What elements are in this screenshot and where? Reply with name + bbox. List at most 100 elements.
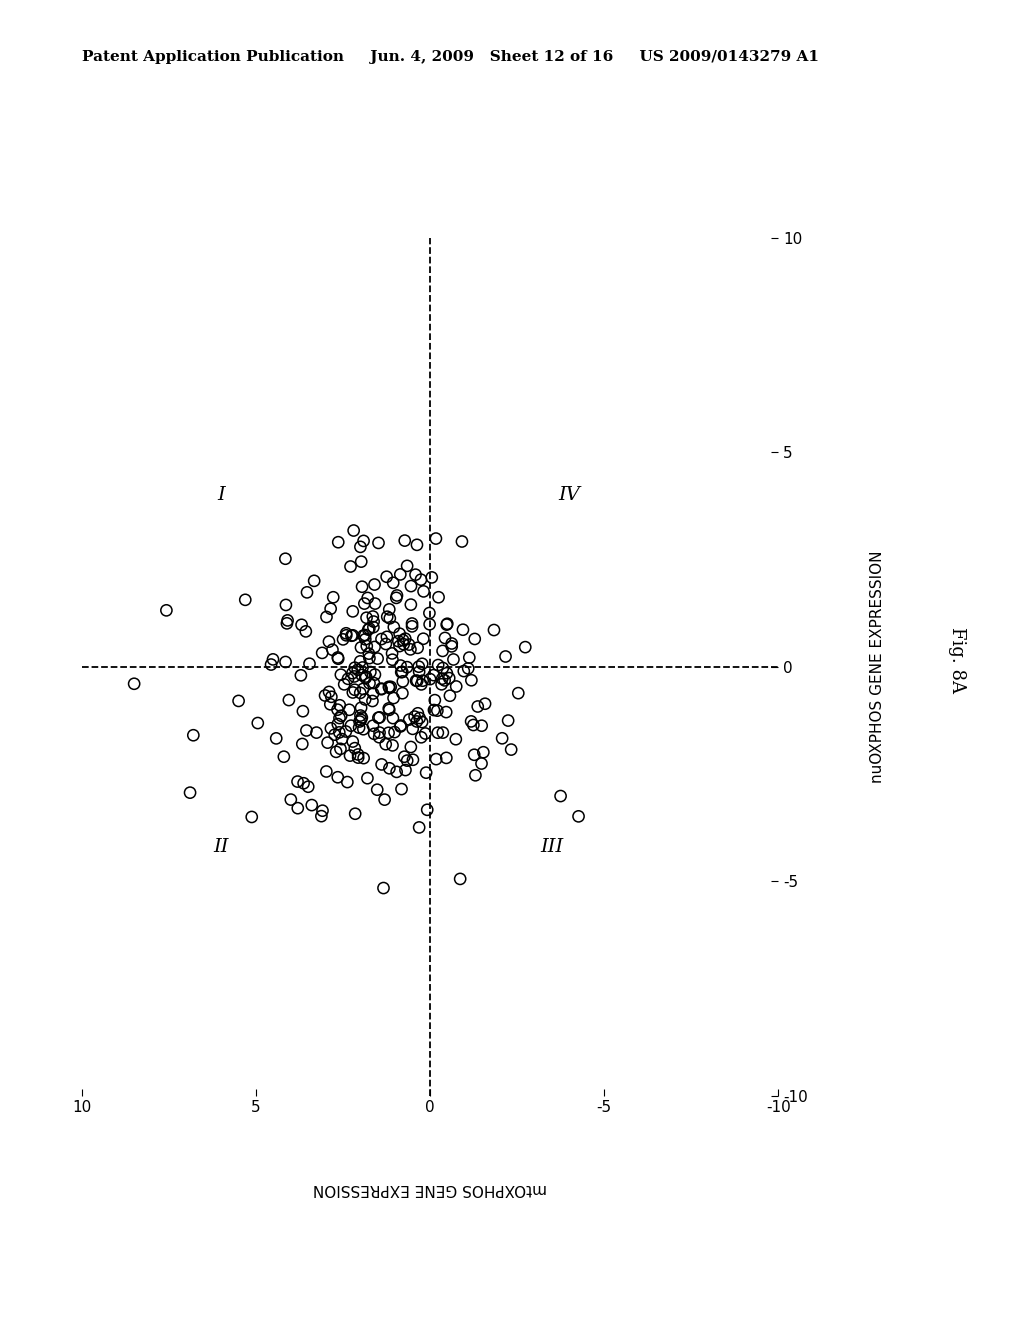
Point xyxy=(426,700,442,721)
Point xyxy=(335,628,351,649)
Point xyxy=(416,581,432,602)
Point xyxy=(386,722,402,743)
Point xyxy=(353,636,370,657)
Point xyxy=(470,696,486,717)
Point xyxy=(392,715,409,737)
Point xyxy=(346,680,362,701)
Point xyxy=(376,878,392,899)
Point xyxy=(298,620,314,642)
Point xyxy=(324,686,340,708)
Point xyxy=(428,748,444,770)
Point xyxy=(404,718,421,739)
Point xyxy=(346,738,362,759)
Point xyxy=(365,682,381,704)
Point xyxy=(503,739,519,760)
Point xyxy=(449,676,465,697)
Point xyxy=(410,702,426,723)
Point xyxy=(394,661,411,682)
Point xyxy=(268,727,285,748)
Point xyxy=(403,612,420,634)
Point xyxy=(321,631,337,652)
Point xyxy=(403,616,420,638)
Point xyxy=(455,619,471,640)
Point xyxy=(330,767,346,788)
Point xyxy=(351,717,368,738)
Point xyxy=(427,689,443,710)
Point xyxy=(327,725,343,746)
Point xyxy=(415,671,431,692)
Point xyxy=(424,566,440,587)
Point xyxy=(341,700,357,721)
Point xyxy=(349,659,366,680)
Point xyxy=(333,664,349,685)
Point xyxy=(456,660,472,681)
Point xyxy=(377,789,393,810)
Point xyxy=(354,576,371,597)
Point xyxy=(381,599,397,620)
Point xyxy=(408,671,424,692)
Point xyxy=(354,657,371,678)
Point xyxy=(361,648,378,669)
Point xyxy=(428,528,444,549)
Point xyxy=(413,673,429,694)
Point xyxy=(367,664,383,685)
Point xyxy=(350,744,367,766)
Point xyxy=(352,709,369,730)
Point xyxy=(399,750,416,771)
Point xyxy=(391,635,408,656)
Point xyxy=(388,587,404,609)
Point xyxy=(393,661,410,682)
Point xyxy=(293,665,309,686)
Point xyxy=(381,676,397,697)
Point xyxy=(381,700,397,721)
Point xyxy=(438,663,455,684)
Point xyxy=(494,727,510,748)
Point xyxy=(413,569,429,590)
Point xyxy=(330,648,346,669)
Point xyxy=(445,649,462,671)
Point xyxy=(467,628,483,649)
Point xyxy=(338,623,354,644)
Point xyxy=(438,701,455,722)
Point xyxy=(447,729,464,750)
Point xyxy=(407,706,423,727)
Point xyxy=(419,799,435,820)
Point xyxy=(385,573,401,594)
Point xyxy=(382,607,398,628)
Point xyxy=(343,715,359,737)
Point xyxy=(238,589,254,610)
Point xyxy=(298,719,314,741)
Point xyxy=(466,744,482,766)
Point xyxy=(344,663,360,684)
Point xyxy=(325,639,341,660)
Point xyxy=(510,682,526,704)
Point xyxy=(434,640,451,661)
Point xyxy=(415,628,431,649)
Point xyxy=(356,593,373,614)
Point xyxy=(321,681,337,702)
Point xyxy=(182,781,199,803)
Point xyxy=(384,735,400,756)
Point xyxy=(381,698,397,719)
Point xyxy=(275,746,292,767)
Text: III: III xyxy=(541,838,563,855)
Point xyxy=(314,800,331,821)
Point xyxy=(422,668,438,689)
Text: mtOXPHOS GENE EXPRESSION: mtOXPHOS GENE EXPRESSION xyxy=(313,1181,547,1196)
Point xyxy=(290,797,306,818)
Point xyxy=(439,614,456,635)
Point xyxy=(314,643,331,664)
Point xyxy=(463,711,479,733)
Point xyxy=(371,726,387,747)
Point xyxy=(411,817,427,838)
Point xyxy=(330,532,346,553)
Point xyxy=(331,722,347,743)
Point xyxy=(381,758,397,779)
Point xyxy=(438,614,455,635)
Point xyxy=(345,520,361,541)
Point xyxy=(371,708,387,729)
Point xyxy=(352,651,369,672)
Point xyxy=(402,737,419,758)
Point xyxy=(336,673,352,694)
Point xyxy=(355,747,372,768)
